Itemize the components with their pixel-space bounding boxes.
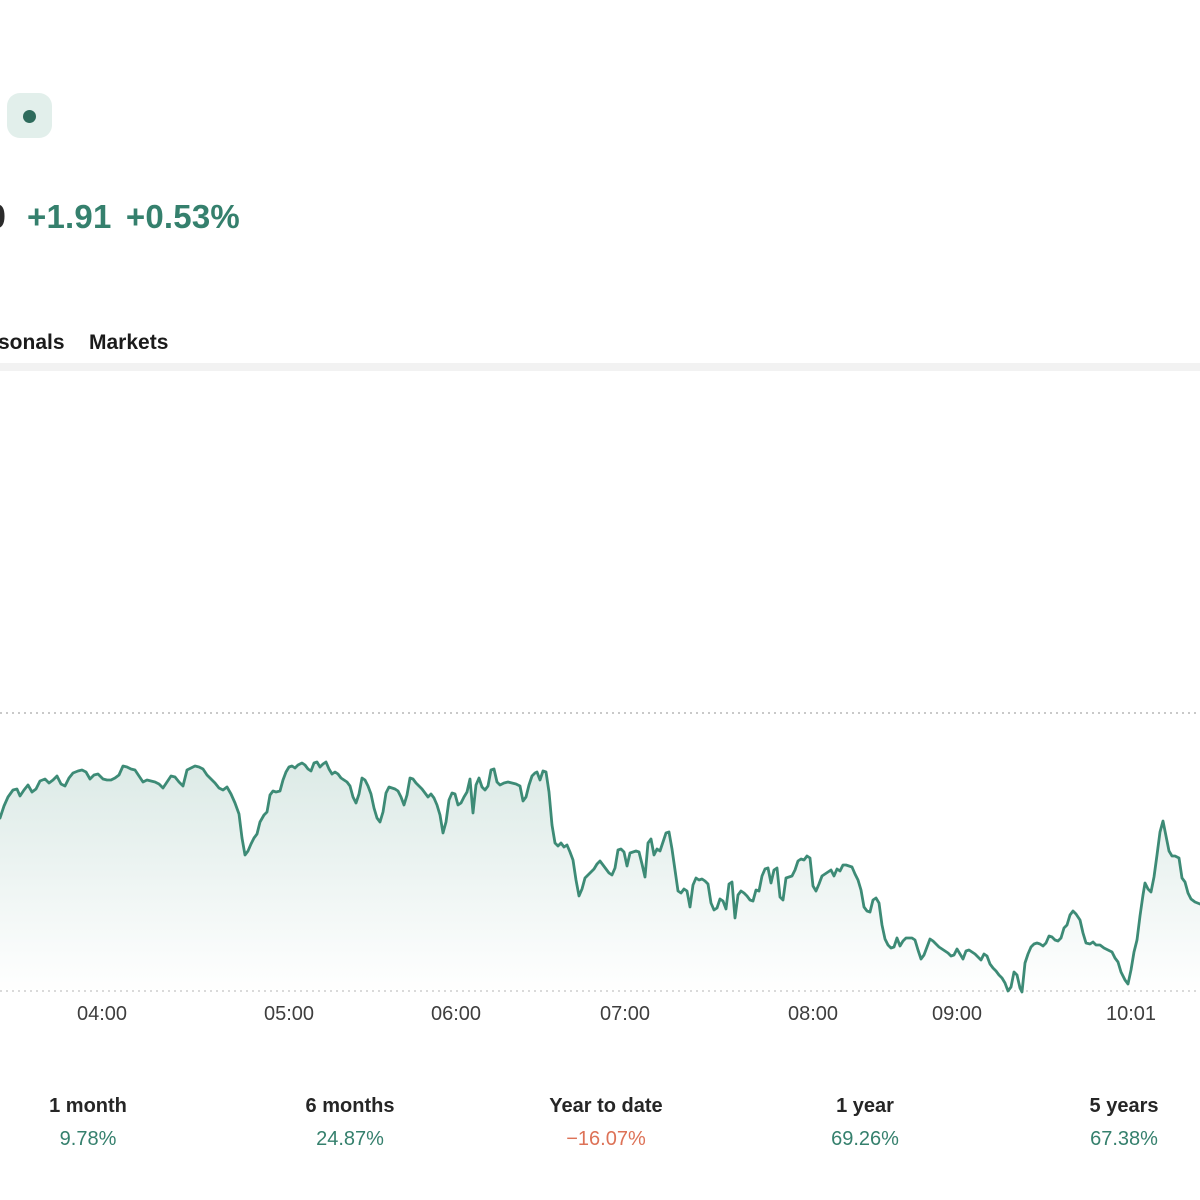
performance-label: 5 years: [1089, 1095, 1159, 1117]
performance-value: 24.87%: [316, 1128, 384, 1150]
chart-area-fill: [0, 762, 1200, 993]
performance-label: Year to date: [549, 1095, 663, 1117]
x-tick: 09:00: [931, 1003, 983, 1025]
price-partial: 0: [0, 197, 10, 239]
x-tick: 08:00: [787, 1003, 839, 1025]
performance-item: 6 months 24.87%: [306, 1094, 395, 1151]
tab-bar: sonals Markets: [0, 331, 1200, 361]
x-axis: 04:00 05:00 06:00 07:00 08:00 09:00 10:01: [0, 1003, 1200, 1029]
chart-line: [0, 760, 1200, 994]
performance-item: Year to date −16.07%: [549, 1094, 662, 1151]
price-chart[interactable]: [0, 700, 1200, 1000]
x-tick: 10:01: [1105, 1003, 1157, 1025]
x-tick: 05:00: [263, 1003, 315, 1025]
x-tick: 06:00: [430, 1003, 482, 1025]
performance-label: 1 month: [49, 1095, 127, 1117]
performance-item: 1 year 69.26%: [831, 1094, 899, 1151]
performance-value: 9.78%: [59, 1128, 117, 1150]
performance-value: −16.07%: [566, 1128, 646, 1150]
tab-markets[interactable]: Markets: [89, 331, 169, 354]
price-change: +1.91 +0.53%: [27, 198, 240, 235]
performance-label: 6 months: [305, 1095, 395, 1117]
performance-value: 67.38%: [1090, 1128, 1158, 1150]
gridline-previous-close: [0, 712, 1200, 714]
performance-item: 1 month 9.78%: [49, 1094, 127, 1151]
logo-dot-icon: [23, 110, 36, 123]
x-tick: 07:00: [599, 1003, 651, 1025]
tab-seasonals[interactable]: sonals: [0, 331, 65, 354]
x-tick: 04:00: [76, 1003, 128, 1025]
performance-label: 1 year: [836, 1095, 894, 1117]
logo-badge: [7, 93, 52, 138]
section-divider: [0, 363, 1200, 371]
performance-item: 5 years 67.38%: [1090, 1094, 1159, 1151]
performance-value: 69.26%: [831, 1128, 899, 1150]
performance-row: 1 month 9.78% 6 months 24.87% Year to date −1…: [0, 1094, 1200, 1164]
